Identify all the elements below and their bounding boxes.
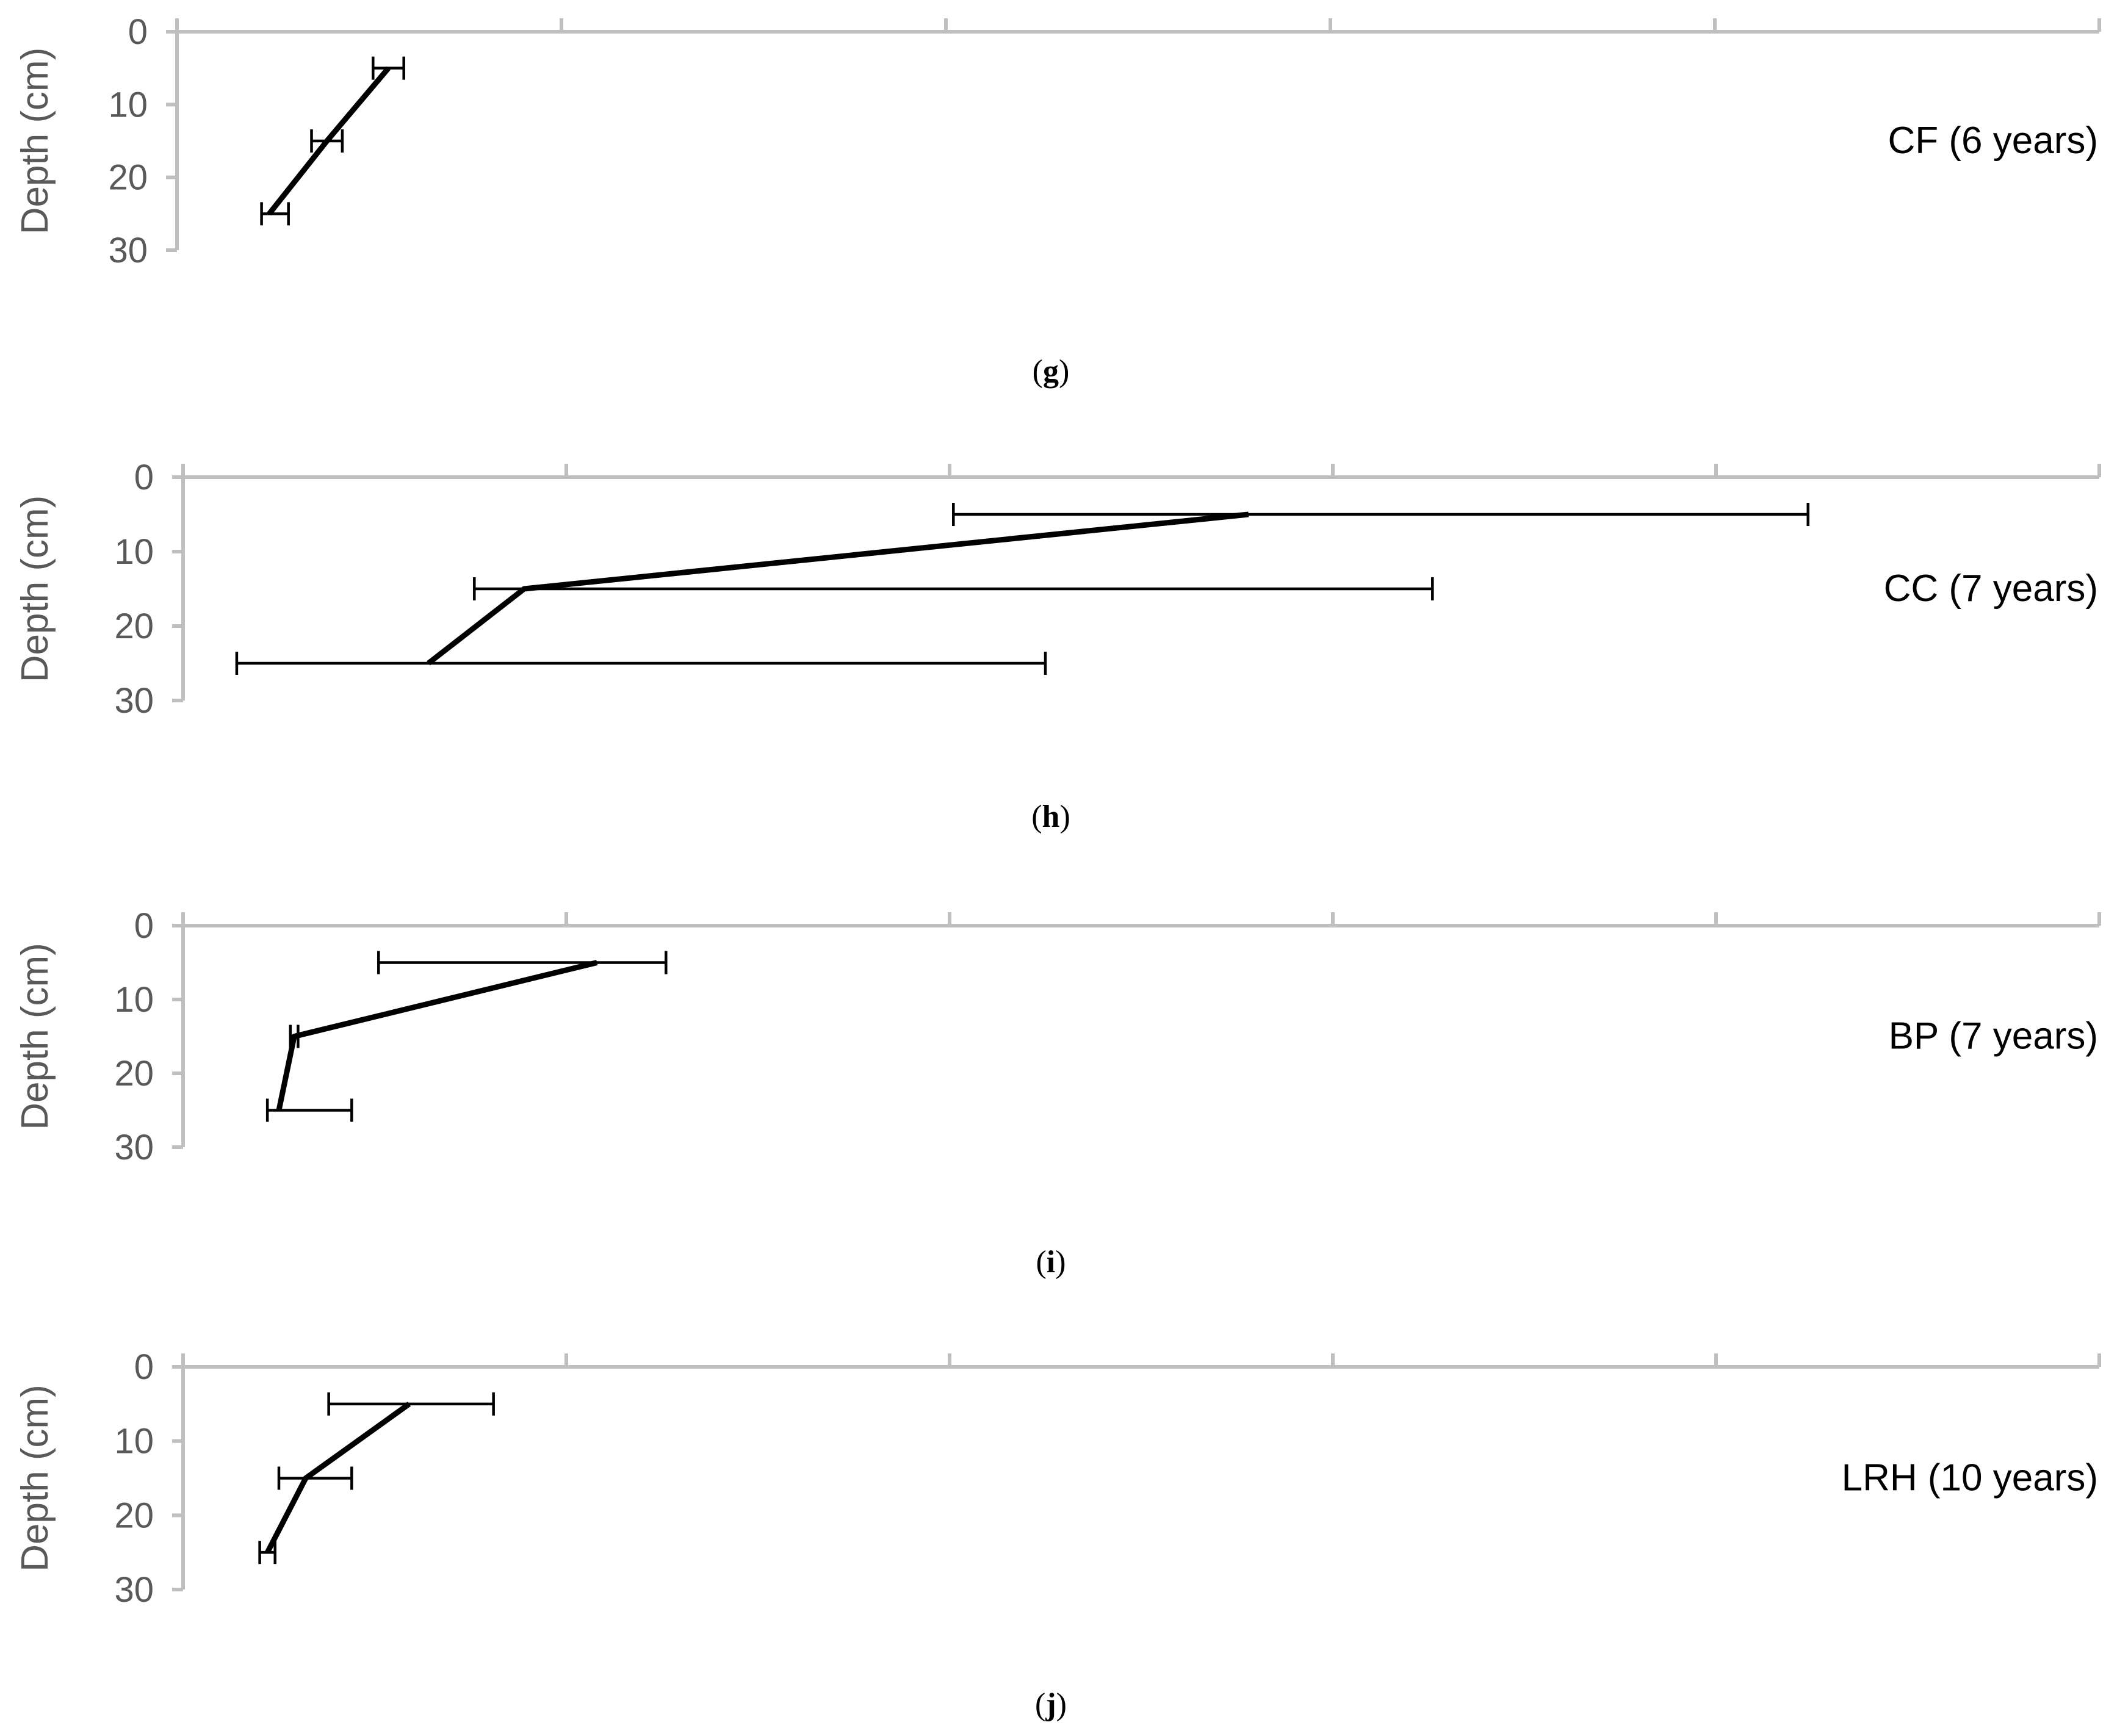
y-tick-label: 30 (114, 681, 154, 721)
depth-profile-line (427, 511, 1249, 666)
y-tick-label: 0 (128, 12, 148, 52)
panel-tag: (i) (1036, 1245, 1066, 1280)
y-tick-label: 10 (108, 85, 148, 124)
chart-panel-h: 0 10 20 30 Depth (cm) CC (7 years) (h) (14, 458, 2101, 834)
chart-panel-j: 0 10 20 30 Depth (cm) LRH (10 years) (j) (14, 1347, 2101, 1722)
y-tick-label: 20 (114, 1054, 154, 1093)
series-label: CC (7 years) (1884, 567, 2098, 610)
panel-tag-letter: i (1047, 1245, 1055, 1280)
panel-tag: (j) (1035, 1687, 1067, 1722)
panel-tag-letter: g (1043, 354, 1059, 389)
series-label: BP (7 years) (1889, 1015, 2098, 1057)
depth-profile-line (265, 1402, 411, 1554)
chart-panel-g: 0 10 20 30 Depth (cm) CF (6 years) (g) (14, 12, 2101, 389)
y-tick-label: 30 (114, 1570, 154, 1610)
panel-tag-letter: j (1045, 1687, 1056, 1722)
panel-tag: (h) (1031, 799, 1070, 834)
y-axis-title: Depth (cm) (14, 943, 56, 1130)
y-tick-label: 20 (108, 158, 148, 198)
y-tick-label: 0 (134, 458, 154, 497)
y-tick-label: 10 (114, 532, 154, 572)
y-tick-label: 10 (114, 1422, 154, 1461)
panel-tag-letter: h (1042, 799, 1060, 834)
depth-profile-line (267, 66, 391, 216)
depth-profile-line (276, 960, 598, 1111)
series-label: LRH (10 years) (1842, 1457, 2098, 1499)
y-tick-label: 30 (114, 1128, 154, 1167)
y-tick-label: 0 (134, 1347, 154, 1387)
panel-tag: (g) (1033, 354, 1070, 389)
y-tick-label: 0 (134, 906, 154, 946)
y-tick-label: 20 (114, 607, 154, 646)
y-axis-title: Depth (cm) (14, 48, 56, 235)
y-tick-label: 30 (108, 231, 148, 270)
y-axis-title: Depth (cm) (14, 1385, 56, 1572)
y-tick-label: 10 (114, 980, 154, 1020)
y-axis-title: Depth (cm) (14, 495, 56, 683)
series-label: CF (6 years) (1888, 120, 2098, 162)
y-tick-label: 20 (114, 1496, 154, 1535)
chart-panel-i: 0 10 20 30 Depth (cm) BP (7 years) (i) (14, 906, 2101, 1280)
